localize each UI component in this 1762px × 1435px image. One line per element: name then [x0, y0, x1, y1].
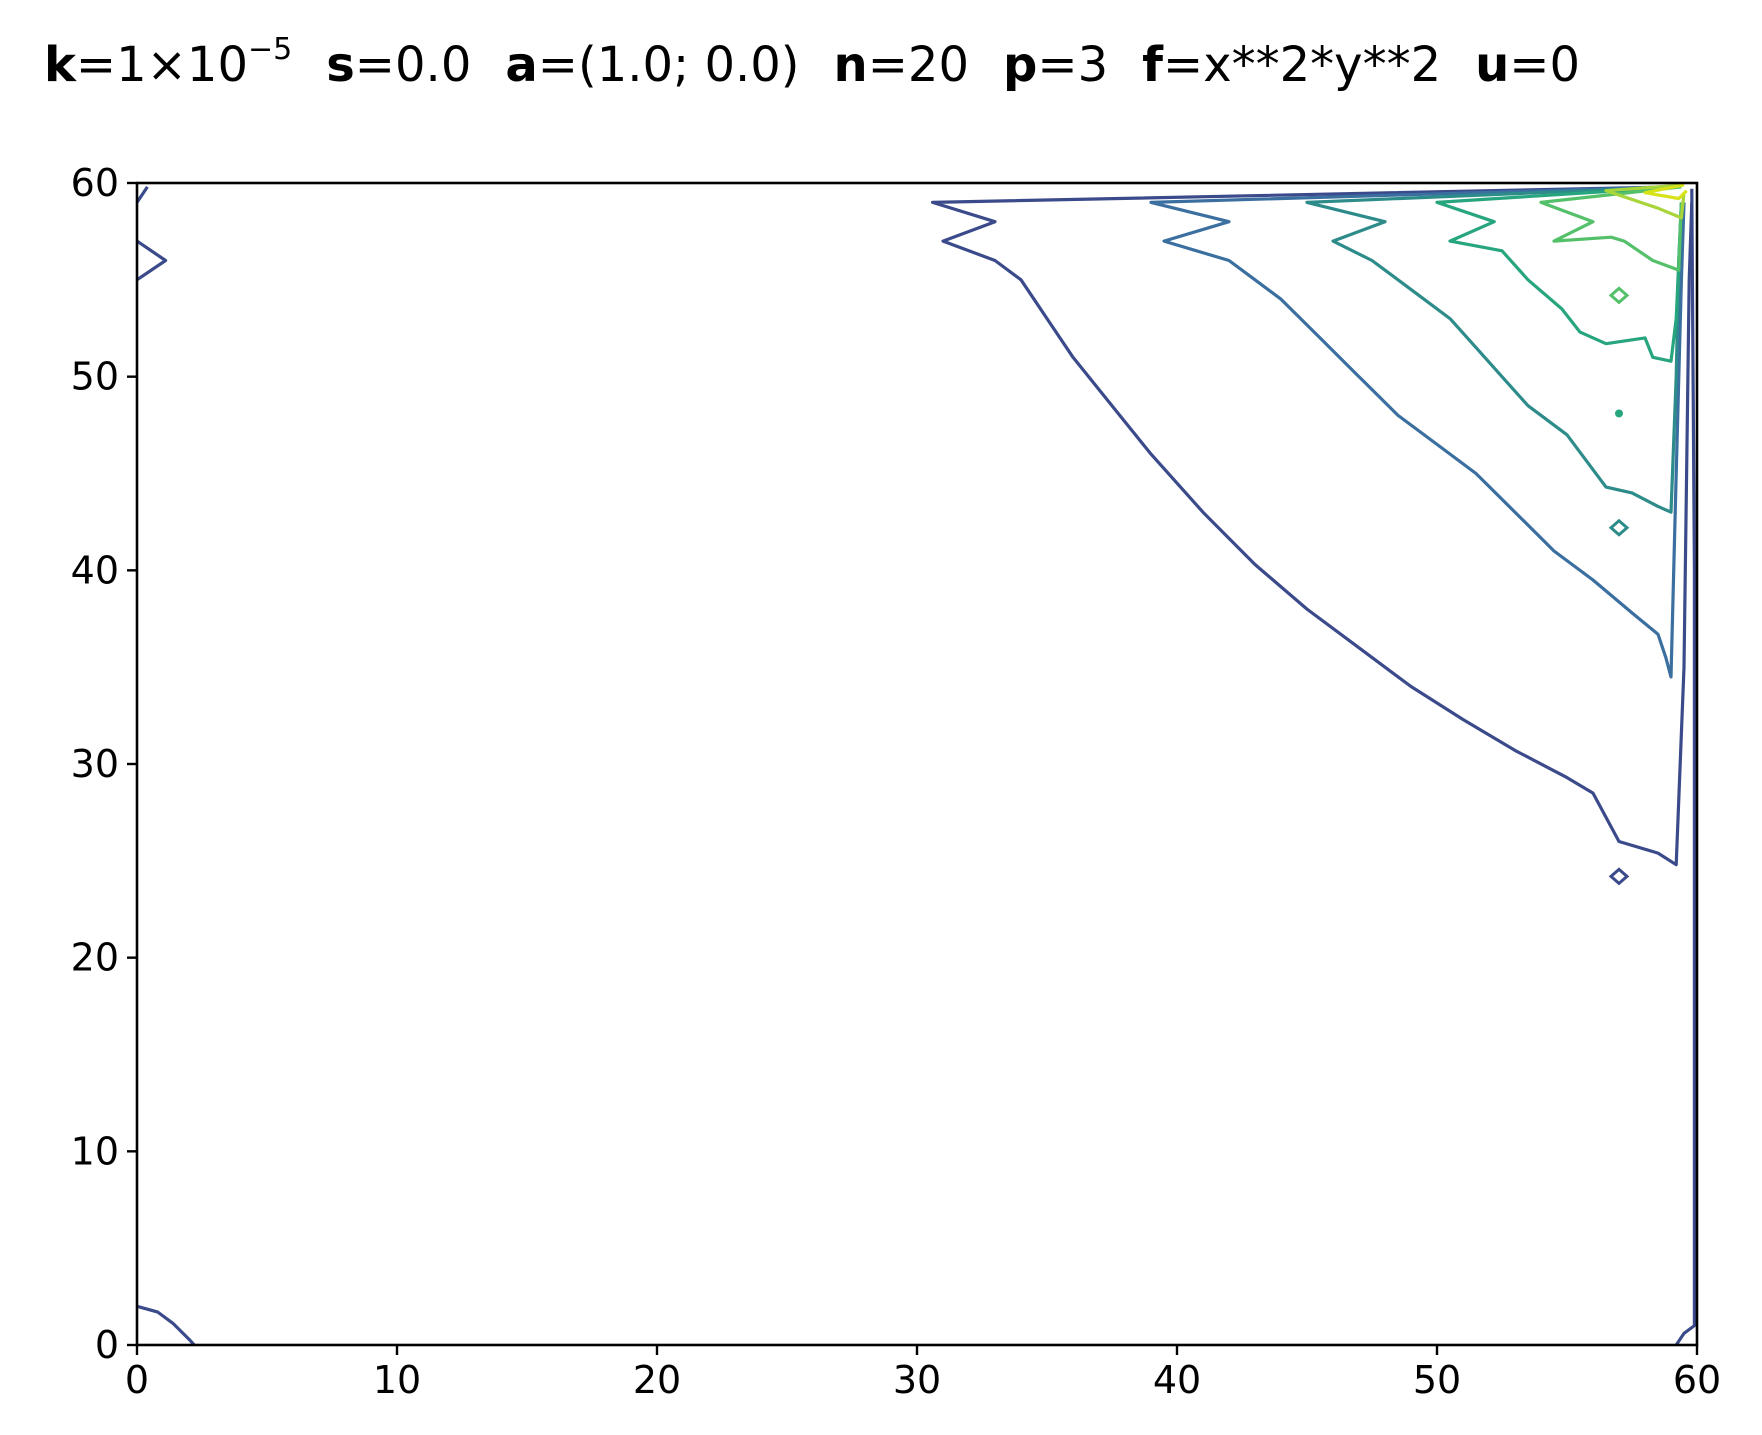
- plot-frame: [135, 181, 1699, 1347]
- contour-line-level-0-2: [135, 186, 149, 204]
- contour-line-level-0-3: [136, 239, 168, 282]
- y-tick-label: 30: [71, 742, 119, 786]
- param-exponent: −5: [247, 32, 293, 67]
- contour-line-level-3-0: [1435, 185, 1683, 363]
- x-tick-label: 30: [893, 1358, 941, 1402]
- x-axis: 0 10 20 30 40 50 60: [125, 1345, 1721, 1402]
- param-value: =x**2*y**2: [1163, 37, 1442, 93]
- param-key: f: [1142, 37, 1164, 93]
- param-key: p: [1003, 37, 1038, 93]
- param-value: =3: [1037, 37, 1109, 93]
- x-tick-label: 20: [633, 1358, 681, 1402]
- contour-islands: [1608, 286, 1630, 886]
- title-param-u: u=0: [1475, 37, 1580, 93]
- title-param-p: p=3: [1003, 37, 1108, 93]
- param-key: s: [326, 37, 355, 93]
- x-tick-label: 60: [1673, 1358, 1721, 1402]
- contour-island-3: [1608, 286, 1630, 305]
- y-tick-label: 60: [71, 161, 119, 205]
- x-tick-label: 10: [373, 1358, 421, 1402]
- y-tick-label: 20: [71, 936, 119, 980]
- y-axis: 0 10 20 30 40 50 60: [71, 161, 137, 1367]
- y-tick-label: 0: [95, 1323, 119, 1367]
- contour-line-level-4-0: [1539, 185, 1683, 272]
- title-param-s: s=0.0: [326, 37, 471, 93]
- title-param-f: f=x**2*y**2: [1142, 37, 1441, 93]
- chart-title: k=1×10−5 s=0.0 a=(1.0; 0.0) n=20 p=3 f=x**2*y…: [44, 30, 1580, 100]
- y-tick-label: 50: [71, 355, 119, 399]
- contour-line-level-5-0: [1604, 183, 1686, 220]
- param-value: =20: [867, 37, 969, 93]
- contour-lines: [135, 183, 1696, 1347]
- title-param-n: n=20: [834, 37, 969, 93]
- param-key: n: [833, 37, 868, 93]
- contour-line-level-0-4: [136, 1304, 196, 1347]
- title-param-a: a=(1.0; 0.0): [505, 37, 799, 93]
- param-key: u: [1475, 37, 1510, 93]
- param-key: a: [505, 37, 538, 93]
- x-tick-label: 40: [1153, 1358, 1201, 1402]
- contour-island-2: [1615, 409, 1623, 418]
- title-param-k: k=1×10−5: [44, 35, 292, 94]
- param-value: =0: [1509, 37, 1581, 93]
- y-tick-label: 40: [71, 548, 119, 592]
- param-value: =0.0: [354, 37, 472, 93]
- param-value: =1×10: [75, 37, 248, 93]
- contour-line-level-1-0: [1149, 185, 1686, 679]
- param-value: =(1.0; 0.0): [537, 37, 800, 93]
- contour-island-1: [1608, 518, 1630, 537]
- contour-line-level-0-0: [931, 185, 1694, 867]
- x-tick-label: 50: [1413, 1358, 1461, 1402]
- contour-line-level-6-0: [1643, 183, 1688, 201]
- contour-island-0: [1608, 867, 1630, 886]
- x-tick-label: 0: [125, 1358, 149, 1402]
- y-tick-label: 10: [71, 1129, 119, 1173]
- contour-line-level-0-1: [1674, 188, 1696, 1346]
- param-key: k: [44, 37, 76, 93]
- contour-line-level-2-0: [1305, 185, 1683, 514]
